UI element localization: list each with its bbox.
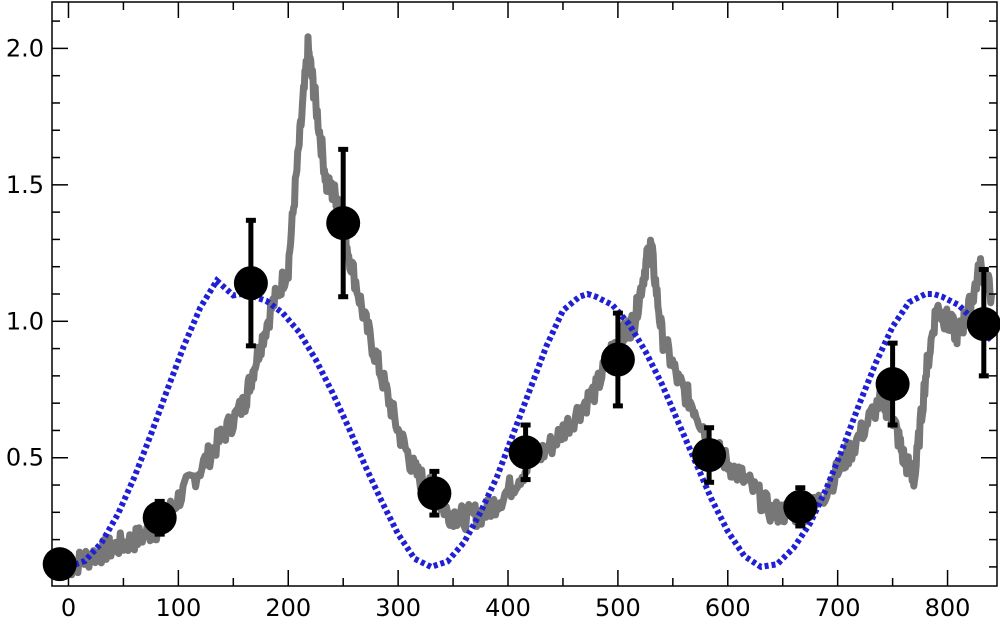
plot-frame	[51, 1, 998, 587]
data-point	[326, 146, 361, 300]
data-point	[875, 340, 910, 428]
data-point-marker	[417, 476, 452, 511]
y-tick-label: 1.0	[6, 307, 44, 335]
x-tick-label: 0	[61, 594, 76, 622]
noisy-series	[65, 33, 995, 579]
data-points	[42, 146, 1000, 582]
data-point	[417, 468, 452, 518]
x-axis: 0 100 200 300 400 500 600 700 800	[61, 2, 971, 622]
data-point	[783, 485, 818, 529]
data-point-marker	[142, 500, 177, 535]
y-tick-label: 2.0	[6, 34, 44, 62]
data-point	[692, 425, 727, 485]
data-point-marker	[326, 206, 361, 241]
x-tick-label: 600	[705, 594, 751, 622]
data-point	[42, 547, 77, 582]
data-point-marker	[783, 489, 818, 524]
data-point	[508, 422, 543, 483]
data-point	[233, 217, 268, 349]
x-tick-label: 500	[595, 594, 641, 622]
data-point-marker	[692, 438, 727, 473]
noisy-series-line	[65, 33, 995, 579]
dotted-model-series	[67, 275, 994, 571]
x-tick-label: 300	[375, 594, 421, 622]
data-point-marker	[42, 547, 77, 582]
data-point-marker	[233, 266, 268, 301]
data-point-marker	[600, 342, 635, 377]
x-tick-label: 100	[155, 594, 201, 622]
x-tick-label: 700	[815, 594, 861, 622]
data-point	[600, 310, 635, 409]
x-tick-label: 200	[265, 594, 311, 622]
data-point	[142, 498, 177, 537]
y-tick-label: 1.5	[6, 171, 44, 199]
data-point-marker	[508, 435, 543, 470]
y-axis: 0.5 1.0 1.5 2.0	[6, 20, 997, 568]
data-point-marker	[966, 307, 1000, 342]
x-tick-label: 400	[485, 594, 531, 622]
dotted-model-line	[67, 275, 994, 571]
data-point-marker	[875, 367, 910, 402]
x-tick-label: 800	[925, 594, 971, 622]
y-tick-label: 0.5	[6, 444, 44, 472]
data-point	[966, 266, 1000, 379]
